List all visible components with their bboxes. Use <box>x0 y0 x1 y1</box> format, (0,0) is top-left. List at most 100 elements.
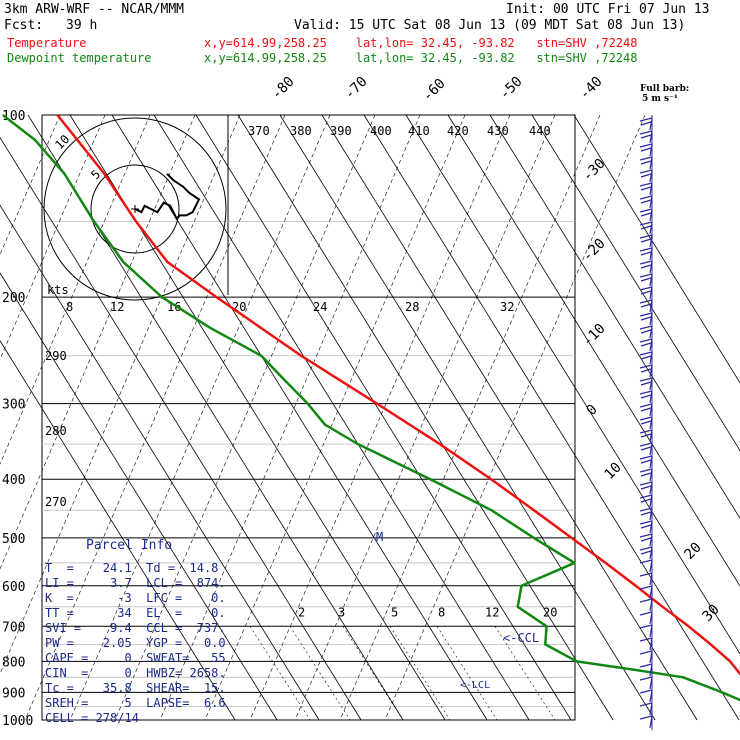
init-time: Init: 00 UTC Fri 07 Jun 13 <box>506 2 710 17</box>
dry-adiabat <box>69 114 331 721</box>
model-title: 3km ARW-WRF -- NCAR/MMM <box>4 2 185 17</box>
wind-barb-flag <box>640 212 652 217</box>
temperature-label: 10 <box>602 460 625 483</box>
mixing-ratio-label: 8 <box>438 605 445 619</box>
wind-barb-flag <box>639 286 653 291</box>
temperature-label: -40 <box>577 74 606 103</box>
valid-time: Valid: 15 UTC Sat 08 Jun 13 (09 MDT Sat … <box>294 18 686 33</box>
wind-barb-flag <box>639 611 653 616</box>
wind-barb-flag <box>639 494 653 499</box>
temperature-legend: Temperature <box>7 36 87 50</box>
theta-e-label: 280 <box>45 424 67 438</box>
wind-barb-flag <box>639 260 653 265</box>
wind-barb-flag <box>640 316 652 321</box>
dry-adiabat <box>0 114 241 675</box>
wind-barb-flag <box>639 468 653 473</box>
dry-adiabat <box>204 114 466 721</box>
wind-barb-flag <box>639 195 653 200</box>
isotherm <box>363 114 740 721</box>
theta-e-label: 270 <box>45 495 67 509</box>
dry-adiabat <box>339 114 601 721</box>
temperature-label: -80 <box>269 74 298 103</box>
wind-barb-flag <box>639 143 653 148</box>
lcl-label: <-LCL <box>460 680 490 691</box>
wind-barb-flag <box>640 134 652 139</box>
mixing-ratio-line <box>436 626 498 721</box>
wind-barb-flag <box>639 429 653 434</box>
dewpoint-profile <box>2 114 740 702</box>
wind-barb-flag <box>640 290 652 295</box>
wind-barb-flag <box>640 251 652 256</box>
wind-barb-flag <box>640 485 652 490</box>
dry-adiabat <box>24 114 286 721</box>
dry-adiabat <box>0 114 151 465</box>
wind-barb-flag <box>639 234 653 239</box>
wind-barb-flag <box>640 355 652 360</box>
isotherm <box>0 272 278 721</box>
pressure-label: 300 <box>2 398 25 413</box>
parcel-row: PW = 2.05 YGP = 0.0 <box>45 636 226 650</box>
ccl-label: <-CCL <box>503 631 539 645</box>
parcel-row: SREH = 5 LAPSE= 6.6 <box>45 696 226 710</box>
wind-barb-flag <box>639 338 653 343</box>
wind-barb-flag <box>640 433 652 438</box>
wind-barb-flag <box>639 273 653 278</box>
isotherm <box>531 114 740 452</box>
theta-label: 370 <box>248 124 270 138</box>
parcel-row: CIN = 0 HWBZ= 2658. <box>45 666 226 680</box>
dry-adiabat <box>114 114 376 721</box>
dewpoint-legend: Dewpoint temperature <box>7 51 152 65</box>
wind-barb-flag <box>639 416 653 421</box>
wind-barb-flag <box>639 702 653 707</box>
hodograph-unit: kts <box>47 283 69 297</box>
isotherm <box>195 114 572 721</box>
isotherm <box>405 114 740 655</box>
wind-barb-flag <box>639 299 653 304</box>
isotherm <box>0 136 362 721</box>
temperature-label: -60 <box>420 76 449 105</box>
hodograph-ring-10 <box>43 117 227 301</box>
isotherm <box>153 114 530 721</box>
hodograph-speed-label: 32 <box>500 300 514 314</box>
theta-label: 380 <box>290 124 312 138</box>
wind-barb-flag <box>639 663 653 668</box>
mixing-ratio-label: 3 <box>338 605 345 619</box>
pressure-label: 600 <box>2 580 25 595</box>
pressure-label: 500 <box>2 532 25 547</box>
barb-note-unit: 5 m s⁻¹ <box>642 94 678 104</box>
wind-barb-flag <box>640 121 652 126</box>
wind-barb-flag <box>639 364 653 369</box>
wind-barb-flag <box>639 520 653 525</box>
mixing-ratio-line <box>494 626 556 721</box>
wind-barb-flag <box>640 264 652 269</box>
theta-label: 430 <box>487 124 509 138</box>
hodograph-speed-label: 24 <box>313 300 327 314</box>
pressure-label: 700 <box>2 620 25 635</box>
temperature-label: -20 <box>580 236 609 265</box>
wind-barb-flag <box>640 498 652 503</box>
pressure-label: 400 <box>2 473 25 488</box>
mixing-ratio-line <box>389 626 451 721</box>
wind-barb-flag <box>639 572 653 577</box>
wind-barb-flag <box>639 182 653 187</box>
wind-barb-flag <box>639 247 653 252</box>
hodograph-trace <box>134 173 201 221</box>
theta-label: 390 <box>330 124 352 138</box>
wind-barb-flag <box>640 186 652 191</box>
parcel-row: LI = 3.7 LCL = 874. <box>45 576 226 590</box>
hodograph-ring-label: 10 <box>52 132 72 152</box>
wind-barb-flag <box>639 130 653 135</box>
dry-adiabat <box>159 114 421 721</box>
temperature-label: 30 <box>700 602 723 625</box>
wind-barb-flag <box>639 624 653 629</box>
isotherm <box>447 114 740 587</box>
temperature-label: -10 <box>580 321 609 350</box>
wind-barb-flag <box>639 637 653 642</box>
isotherm <box>279 114 656 721</box>
wind-barb-flag <box>640 342 652 347</box>
mixing-ratio-line <box>342 626 404 721</box>
dry-adiabat <box>294 114 556 721</box>
forecast-hour: 39 h <box>66 18 98 33</box>
parcel-info-title: Parcel Info <box>86 538 173 553</box>
wind-barb-flag <box>639 117 653 122</box>
